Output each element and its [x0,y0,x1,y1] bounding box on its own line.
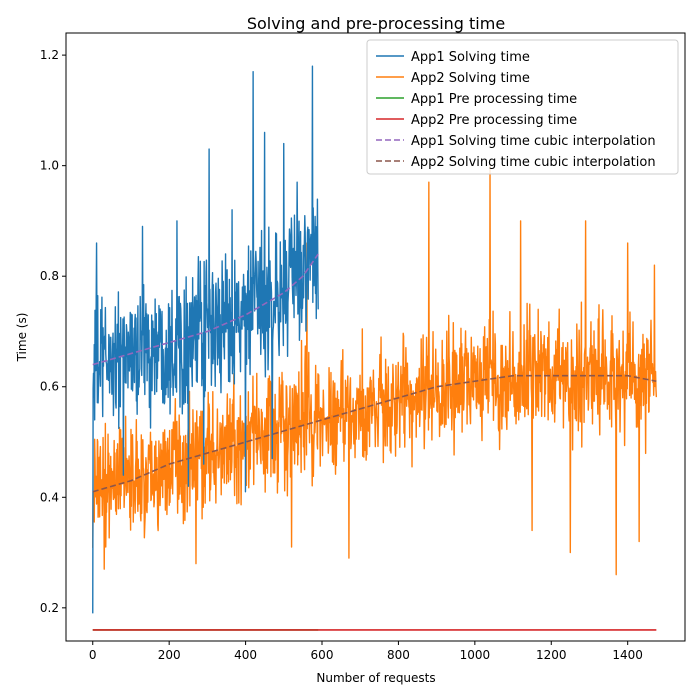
legend-label: App2 Solving time [411,71,530,86]
x-axis-label: Number of requests [316,671,435,685]
x-tick-label: 0 [89,648,97,662]
plot-frame [65,32,686,642]
legend-label: App2 Pre processing time [411,113,577,128]
series-line-app2-solving-time-cubic-interpolation [92,374,657,493]
chart-title: Solving and pre-processing time [247,14,505,33]
x-tick-label: 1200 [536,648,567,662]
y-tick-label: 1.2 [40,48,59,62]
y-tick-label: 0.2 [40,601,59,615]
legend-label: App1 Pre processing time [411,92,577,107]
legend-label: App1 Solving time [411,50,530,65]
series-line-app1-solving-time [92,65,319,614]
y-axis: 0.2 0.4 0.6 0.8 1.0 1.2 [40,48,66,615]
x-tick-label: 400 [234,648,257,662]
y-tick-label: 0.8 [40,269,59,283]
series-line-app2-solving-time [92,164,658,576]
x-tick-label: 600 [311,648,334,662]
legend: App1 Solving time App2 Solving time App1 P… [366,39,679,175]
x-tick-label: 200 [158,648,181,662]
plot-lines [92,65,658,631]
x-tick-label: 1400 [612,648,643,662]
y-axis-label: Time (s) [15,313,29,363]
legend-label: App2 Solving time cubic interpolation [411,155,656,170]
legend-label: App1 Solving time cubic interpolation [411,134,656,149]
legend-box [366,39,679,175]
y-tick-label: 0.6 [40,380,59,394]
x-axis: 0 200 400 600 800 1000 1200 1400 [89,641,643,662]
y-tick-label: 0.4 [40,490,59,504]
x-tick-label: 800 [387,648,410,662]
series-line-app1-solving-time-cubic-interpolation [92,253,319,366]
y-tick-label: 1.0 [40,159,59,173]
x-tick-label: 1000 [460,648,491,662]
